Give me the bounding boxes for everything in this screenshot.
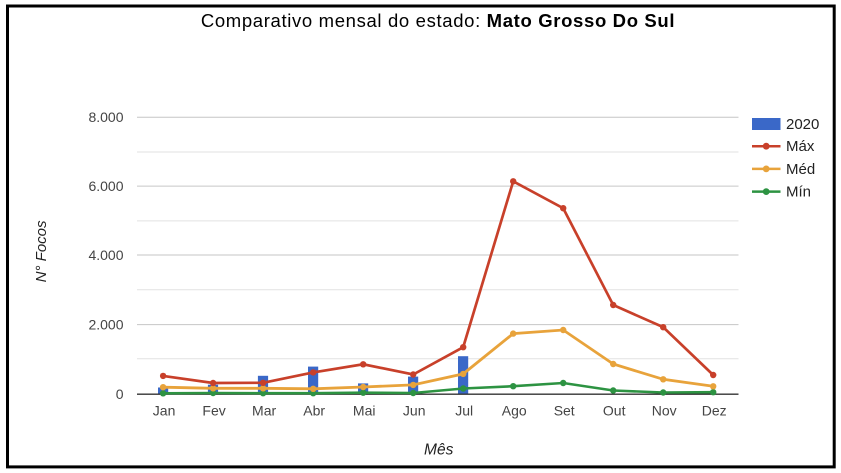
- svg-text:0: 0: [116, 386, 124, 402]
- svg-text:Abr: Abr: [303, 403, 325, 419]
- svg-text:8.000: 8.000: [88, 109, 123, 125]
- svg-text:Jun: Jun: [403, 403, 426, 419]
- svg-text:Mar: Mar: [252, 403, 276, 419]
- svg-text:Méd: Méd: [786, 161, 815, 178]
- svg-text:Jan: Jan: [153, 403, 176, 419]
- svg-text:6.000: 6.000: [88, 178, 123, 194]
- svg-text:2020: 2020: [786, 116, 819, 133]
- svg-text:Set: Set: [554, 403, 575, 419]
- svg-text:Mês: Mês: [424, 442, 454, 459]
- svg-text:Fev: Fev: [202, 403, 225, 419]
- svg-text:Jul: Jul: [455, 403, 473, 419]
- svg-text:Ago: Ago: [502, 403, 527, 419]
- svg-text:Out: Out: [603, 403, 626, 419]
- svg-text:Dez: Dez: [702, 403, 727, 419]
- svg-text:Mai: Mai: [353, 403, 376, 419]
- svg-text:2.000: 2.000: [88, 317, 123, 333]
- svg-text:Nov: Nov: [652, 403, 677, 419]
- svg-text:Mín: Mín: [786, 184, 811, 201]
- svg-text:N° Focos: N° Focos: [33, 220, 50, 282]
- svg-text:Comparativo mensal do estado:: Comparativo mensal do estado: Mato Gross…: [201, 10, 675, 31]
- svg-text:4.000: 4.000: [88, 247, 123, 263]
- svg-text:Máx: Máx: [786, 138, 815, 155]
